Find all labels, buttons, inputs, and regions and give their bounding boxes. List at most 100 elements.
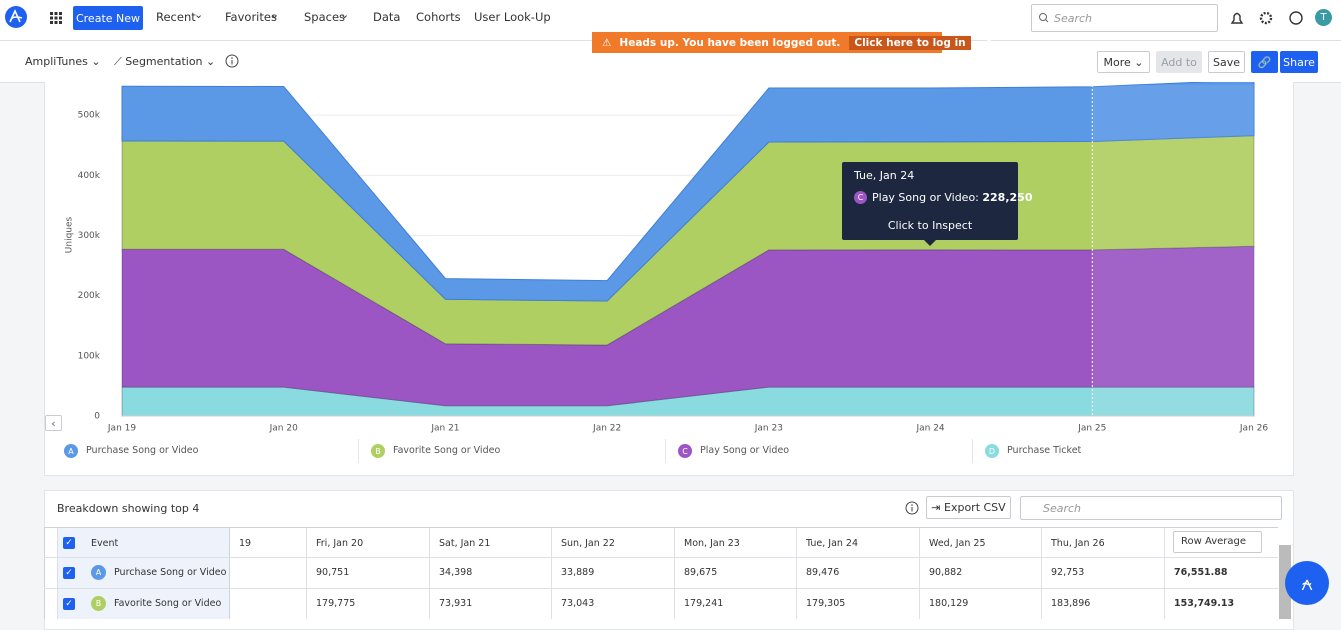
- info-icon[interactable]: [905, 501, 919, 515]
- legend-label[interactable]: Purchase Song or Video: [86, 445, 198, 456]
- column-divider: [1041, 528, 1042, 619]
- column-header[interactable]: Sun, Jan 22: [561, 538, 615, 549]
- tooltip-label: Play Song or Video:: [872, 191, 979, 204]
- row-average: 76,551.88: [1174, 567, 1228, 578]
- bell-icon[interactable]: [1232, 14, 1242, 24]
- column-header[interactable]: Thu, Jan 26: [1051, 538, 1105, 549]
- table-cell: 33,889: [561, 567, 594, 578]
- view-select[interactable]: ⟋ Segmentation ⌄: [114, 55, 215, 69]
- export-button[interactable]: ⇥ Export CSV: [926, 496, 1011, 519]
- inspect-link[interactable]: Click to Inspect: [842, 219, 1018, 232]
- menu-item[interactable]: User Look-Up: [474, 10, 551, 24]
- menu-caret: ⌄: [194, 8, 203, 21]
- row-divider: [44, 557, 1278, 558]
- table-search[interactable]: Search: [1020, 496, 1282, 520]
- tooltip-date: Tue, Jan 24: [854, 169, 914, 182]
- avatar[interactable]: T: [1315, 9, 1332, 26]
- y-tick-label: 0: [94, 412, 100, 422]
- chart-card: Uniques 0100k200k300k400k500kJan 19Jan 2…: [44, 82, 1294, 476]
- x-tick-label: Jan 25: [1077, 424, 1106, 434]
- legend-letter[interactable]: C: [678, 444, 692, 458]
- table-cell: 73,043: [561, 598, 594, 609]
- menu-caret: ⌄: [270, 8, 279, 21]
- banner-message: Heads up. You have been logged out.: [619, 37, 840, 49]
- column-header[interactable]: Tue, Jan 24: [806, 538, 858, 549]
- settings-icon[interactable]: [1261, 13, 1271, 23]
- y-axis-label: Uniques: [65, 216, 75, 253]
- x-tick-label: Jan 21: [430, 424, 459, 434]
- column-header[interactable]: Event: [91, 538, 118, 549]
- column-header[interactable]: Wed, Jan 25: [929, 538, 986, 549]
- y-tick-label: 400k: [78, 171, 101, 181]
- checkbox[interactable]: ✓: [63, 598, 75, 610]
- legend-letter[interactable]: D: [985, 444, 999, 458]
- login-link[interactable]: Click here to log in: [849, 36, 970, 50]
- tooltip: Tue, Jan 24 C Play Song or Video: 228,25…: [842, 162, 1018, 240]
- row-average-select[interactable]: Row Average: [1173, 531, 1262, 553]
- header-icons: [1228, 10, 1328, 28]
- table-cell: 179,775: [316, 598, 355, 609]
- y-tick-label: 100k: [78, 351, 101, 361]
- checkbox[interactable]: ✓: [63, 567, 75, 579]
- logout-banner: ⚠ Heads up. You have been logged out. Cl…: [592, 32, 942, 53]
- logo[interactable]: [4, 5, 28, 29]
- more-button[interactable]: More ⌄: [1097, 51, 1150, 73]
- share-button[interactable]: Share: [1280, 51, 1318, 73]
- export-label: Export CSV: [944, 501, 1006, 514]
- save-button[interactable]: Save: [1208, 51, 1245, 73]
- column-header[interactable]: Fri, Jan 20: [316, 538, 363, 549]
- scroll-left[interactable]: ‹: [45, 415, 62, 431]
- column-divider: [1164, 528, 1165, 619]
- column-divider: [674, 528, 675, 619]
- x-tick-label: Jan 20: [269, 424, 298, 434]
- event-name: Purchase Song or Video: [114, 567, 226, 578]
- view-name: Segmentation: [125, 55, 202, 68]
- info-icon[interactable]: [225, 54, 239, 68]
- column-header[interactable]: 19: [239, 538, 251, 549]
- legend-divider: [972, 439, 973, 463]
- x-tick-label: Jan 23: [754, 424, 783, 434]
- link-button[interactable]: 🔗: [1251, 51, 1278, 73]
- column-header[interactable]: Sat, Jan 21: [439, 538, 490, 549]
- row-average: 153,749.13: [1174, 598, 1234, 609]
- table-cell: 89,476: [806, 567, 839, 578]
- column-divider: [919, 528, 920, 619]
- column-header[interactable]: Mon, Jan 23: [684, 538, 740, 549]
- table-cell: 179,241: [684, 598, 723, 609]
- legend-label[interactable]: Favorite Song or Video: [393, 445, 500, 456]
- menu-item[interactable]: Cohorts: [416, 10, 461, 24]
- event-name: Favorite Song or Video: [114, 598, 221, 609]
- table-cell: 180,129: [929, 598, 968, 609]
- create-new-button[interactable]: Create New: [73, 6, 143, 30]
- incomplete-overlay: [1092, 85, 1254, 416]
- tooltip-arrow: [924, 240, 936, 246]
- help-widget[interactable]: ⍲: [1285, 561, 1329, 605]
- add-to-button[interactable]: Add to: [1156, 51, 1202, 73]
- event-letter: A: [91, 565, 106, 580]
- legend-label[interactable]: Play Song or Video: [700, 445, 789, 456]
- column-divider: [551, 528, 552, 619]
- menu-item[interactable]: Spaces: [304, 10, 345, 24]
- legend-letter[interactable]: B: [371, 444, 385, 458]
- column-divider: [796, 528, 797, 619]
- tooltip-value: 228,250: [982, 191, 1032, 204]
- close-banner[interactable]: ✕: [984, 35, 995, 50]
- event-letter: B: [91, 596, 106, 611]
- table-cell: 73,931: [439, 598, 472, 609]
- menu-item[interactable]: Recent: [156, 10, 196, 24]
- legend-label[interactable]: Purchase Ticket: [1007, 445, 1081, 456]
- table-cell: 90,882: [929, 567, 962, 578]
- project-select[interactable]: AmpliTunes ⌄: [25, 55, 101, 68]
- apps-icon[interactable]: [50, 12, 62, 24]
- y-tick-label: 200k: [78, 291, 101, 301]
- legend-letter[interactable]: A: [64, 444, 78, 458]
- tooltip-row: Play Song or Video: 228,250: [872, 191, 1032, 204]
- table-cell: 89,675: [684, 567, 717, 578]
- button-label: More: [1104, 56, 1131, 69]
- search-box[interactable]: Search: [1031, 4, 1218, 32]
- table-cell: 90,751: [316, 567, 349, 578]
- help-icon[interactable]: [1290, 12, 1302, 24]
- menu-item[interactable]: Data: [373, 10, 400, 24]
- checkbox[interactable]: ✓: [63, 537, 75, 549]
